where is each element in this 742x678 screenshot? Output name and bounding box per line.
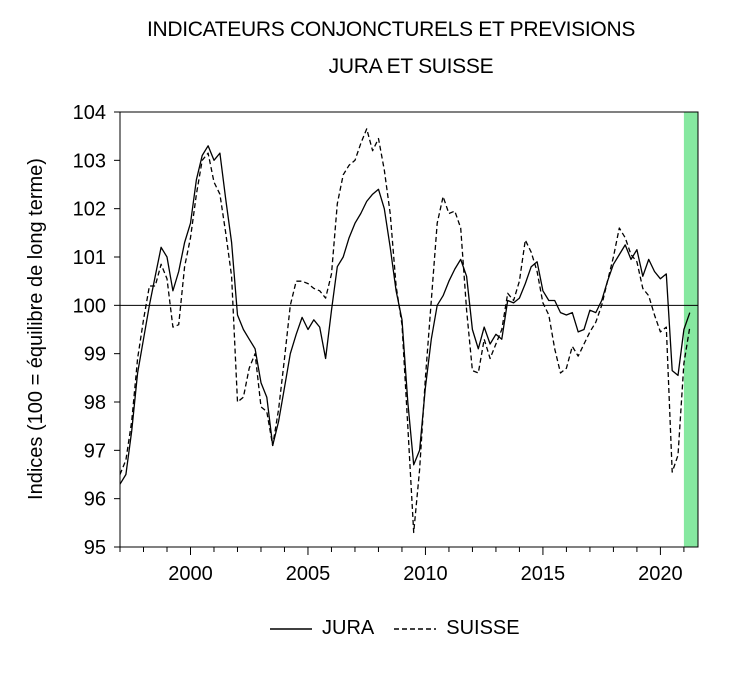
- forecast-band-layer: [683, 112, 698, 547]
- y-tick-label: 95: [84, 537, 106, 559]
- chart-subtitle: JURA ET SUISSE: [328, 55, 494, 78]
- y-tick-label: 102: [73, 199, 106, 221]
- plot-frame: [119, 111, 699, 548]
- legend-label-suisse: SUISSE: [446, 617, 520, 639]
- series-line-suisse: [119, 128, 691, 534]
- legend-swatch-solid: [270, 627, 312, 630]
- x-tick-label: 2015: [521, 563, 566, 585]
- x-tick-label: 2020: [638, 563, 683, 585]
- legend-item-jura: JURA: [270, 617, 374, 640]
- y-tick-label: 103: [73, 150, 106, 172]
- y-tick-label: 101: [73, 247, 106, 269]
- x-tick-label: 2000: [168, 563, 213, 585]
- legend-swatch-dashed: [394, 627, 437, 630]
- chart-title: INDICATEURS CONJONCTURELS ET PREVISIONS: [146, 18, 636, 41]
- axes: 95 96 97 98 99 100 101 102 103 104 2000 2005 2010 201…: [73, 102, 699, 585]
- series-line-jura: [119, 145, 691, 485]
- y-tick-label: 99: [84, 344, 106, 366]
- y-axis-label: Indices (100 = équilibre de long terme): [25, 158, 47, 500]
- series-layer: [119, 128, 691, 534]
- y-tick-label: 98: [84, 392, 106, 414]
- y-tick-label: 96: [84, 489, 106, 511]
- legend: JURA SUISSE: [270, 617, 540, 640]
- x-tick-label: 2005: [286, 563, 331, 585]
- y-tick-label: 100: [73, 295, 106, 317]
- y-tick-label: 104: [73, 102, 106, 124]
- forecast-band: [683, 112, 698, 547]
- legend-label-jura: JURA: [322, 617, 375, 639]
- y-tick-label: 97: [84, 440, 106, 462]
- legend-item-suisse: SUISSE: [394, 617, 520, 640]
- x-tick-label: 2010: [403, 563, 448, 585]
